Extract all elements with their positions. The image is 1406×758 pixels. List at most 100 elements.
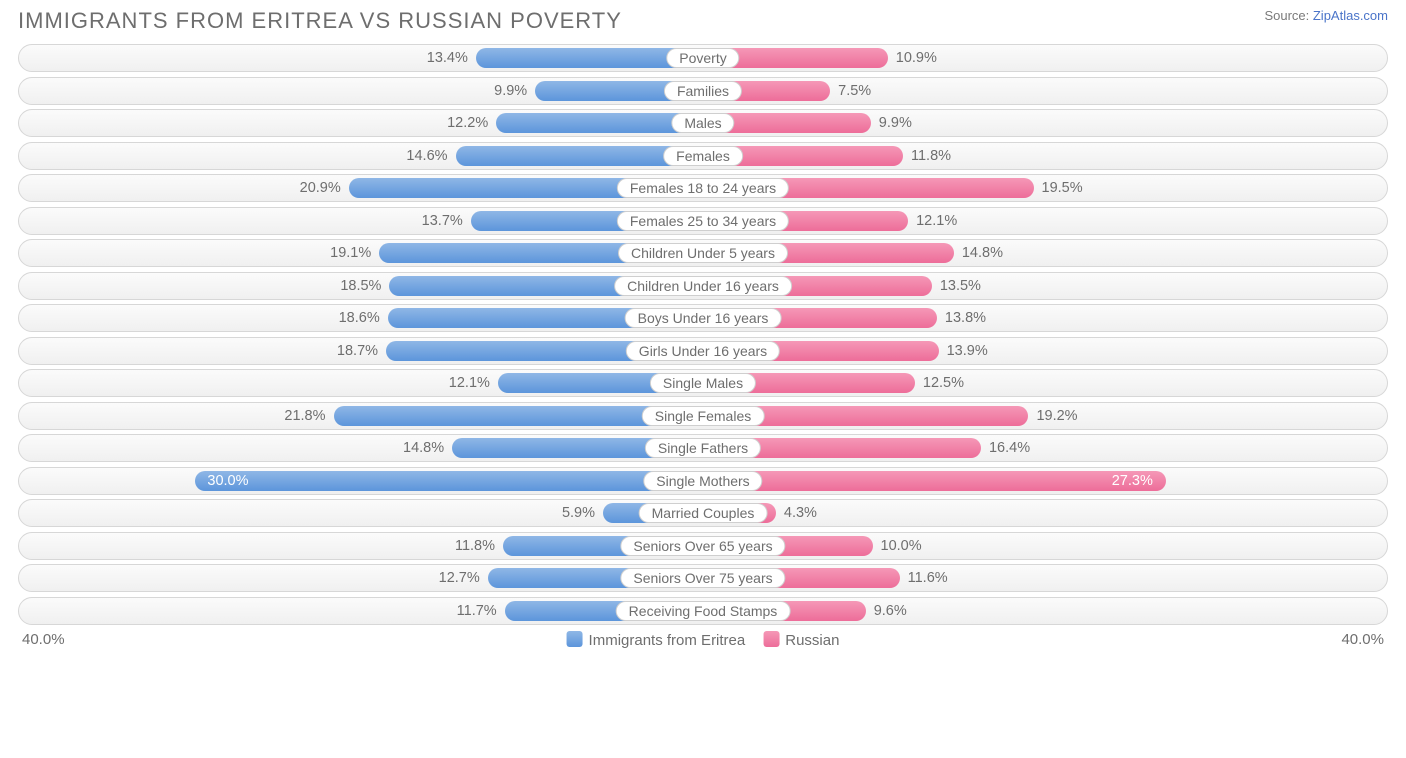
category-label: Children Under 16 years [614, 276, 792, 296]
value-label-left: 9.9% [494, 83, 527, 99]
table-row: 18.6%13.8%Boys Under 16 years [18, 304, 1388, 332]
row-half-right: 16.4% [703, 438, 1381, 458]
source-prefix: Source: [1264, 8, 1312, 23]
category-label: Males [671, 113, 734, 133]
row-half-right: 12.5% [703, 373, 1381, 393]
value-label-right: 12.1% [916, 213, 957, 229]
row-half-right: 13.9% [703, 341, 1381, 361]
header-row: IMMIGRANTS FROM ERITREA VS RUSSIAN POVER… [18, 8, 1388, 34]
bar-left [195, 471, 704, 491]
row-half-right: 11.6% [703, 568, 1381, 588]
table-row: 5.9% 4.3% Married Couples [18, 499, 1388, 527]
category-label: Girls Under 16 years [626, 341, 780, 361]
category-label: Seniors Over 75 years [620, 568, 785, 588]
value-label-right: 12.5% [923, 375, 964, 391]
row-half-left: 11.7% [25, 601, 703, 621]
category-label: Single Fathers [645, 438, 761, 458]
row-half-left: 5.9% [25, 503, 703, 523]
value-label-left: 14.6% [406, 148, 447, 164]
row-half-left: 19.1% [25, 243, 703, 263]
row-half-right: 7.5% [703, 81, 1381, 101]
table-row: 12.7% 11.6% Seniors Over 75 years [18, 564, 1388, 592]
value-label-right: 10.0% [881, 538, 922, 554]
table-row: 14.6%11.8%Females [18, 142, 1388, 170]
value-label-left: 19.1% [330, 245, 371, 261]
row-half-left: 20.9% [25, 178, 703, 198]
legend-swatch-left [567, 631, 583, 647]
value-label-left: 13.4% [427, 50, 468, 66]
value-label-left: 12.1% [449, 375, 490, 391]
row-half-right: 11.8% [703, 146, 1381, 166]
value-label-right: 11.6% [908, 570, 948, 586]
value-label-left: 21.8% [284, 408, 325, 424]
category-label: Receiving Food Stamps [616, 601, 791, 621]
category-label: Females 25 to 34 years [617, 211, 789, 231]
value-label-left: 14.8% [403, 440, 444, 456]
value-label-right: 9.9% [879, 115, 912, 131]
category-label: Boys Under 16 years [625, 308, 782, 328]
value-label-right: 19.5% [1042, 180, 1083, 196]
row-half-right: 13.5% [703, 276, 1381, 296]
value-label-right: 7.5% [838, 83, 871, 99]
row-half-right: 9.9% [703, 113, 1381, 133]
category-label: Single Males [650, 373, 756, 393]
category-label: Single Mothers [643, 471, 762, 491]
row-half-left: 18.6% [25, 308, 703, 328]
row-half-right: 9.6% [703, 601, 1381, 621]
row-half-right: 27.3% [703, 471, 1381, 491]
value-label-right: 11.8% [911, 148, 951, 164]
value-label-right: 13.9% [947, 343, 988, 359]
chart-title: IMMIGRANTS FROM ERITREA VS RUSSIAN POVER… [18, 8, 622, 34]
value-label-right: 14.8% [962, 245, 1003, 261]
table-row: 11.8% 10.0% Seniors Over 65 years [18, 532, 1388, 560]
rows-area: 13.4% 10.9% Poverty 9.9% 7.5% Families 12.2% 9.… [18, 44, 1388, 625]
category-label: Poverty [666, 48, 739, 68]
category-label: Females 18 to 24 years [617, 178, 789, 198]
legend-label-right: Russian [785, 632, 839, 649]
value-label-left: 11.7% [457, 603, 497, 619]
row-half-right: 14.8% [703, 243, 1381, 263]
source-link[interactable]: ZipAtlas.com [1313, 8, 1388, 23]
value-label-right: 16.4% [989, 440, 1030, 456]
row-half-left: 21.8% [25, 406, 703, 426]
row-half-right: 10.0% [703, 536, 1381, 556]
row-half-left: 18.5% [25, 276, 703, 296]
table-row: 12.2% 9.9% Males [18, 109, 1388, 137]
table-row: 18.7% 13.9% Girls Under 16 years [18, 337, 1388, 365]
value-label-right: 13.5% [940, 278, 981, 294]
chart-container: IMMIGRANTS FROM ERITREA VS RUSSIAN POVER… [0, 0, 1406, 758]
row-half-left: 14.8% [25, 438, 703, 458]
table-row: 18.5% 13.5% Children Under 16 years [18, 272, 1388, 300]
legend-label-left: Immigrants from Eritrea [589, 632, 746, 649]
value-label-right: 4.3% [784, 505, 817, 521]
category-label: Seniors Over 65 years [620, 536, 785, 556]
value-label-left: 5.9% [562, 505, 595, 521]
row-half-left: 13.7% [25, 211, 703, 231]
table-row: 12.1% 12.5% Single Males [18, 369, 1388, 397]
category-label: Families [664, 81, 742, 101]
axis-row: 40.0% Immigrants from Eritrea Russian 40… [18, 629, 1388, 653]
category-label: Single Females [642, 406, 765, 426]
row-half-right: 4.3% [703, 503, 1381, 523]
table-row: 11.7% 9.6% Receiving Food Stamps [18, 597, 1388, 625]
row-half-left: 9.9% [25, 81, 703, 101]
value-label-left: 18.7% [337, 343, 378, 359]
table-row: 13.7% 12.1% Females 25 to 34 years [18, 207, 1388, 235]
row-half-left: 13.4% [25, 48, 703, 68]
value-label-left: 13.7% [422, 213, 463, 229]
value-label-right: 9.6% [874, 603, 907, 619]
value-label-right: 19.2% [1036, 408, 1077, 424]
value-label-left: 30.0% [207, 473, 248, 489]
value-label-left: 12.7% [439, 570, 480, 586]
table-row: 30.0% 27.3%Single Mothers [18, 467, 1388, 495]
category-label: Married Couples [639, 503, 768, 523]
source-credit: Source: ZipAtlas.com [1264, 8, 1388, 23]
value-label-right: 10.9% [896, 50, 937, 66]
value-label-left: 18.6% [339, 310, 380, 326]
row-half-right: 12.1% [703, 211, 1381, 231]
table-row: 14.8% 16.4% Single Fathers [18, 434, 1388, 462]
category-label: Children Under 5 years [618, 243, 788, 263]
legend-swatch-right [763, 631, 779, 647]
value-label-left: 11.8% [455, 538, 495, 554]
row-half-left: 12.2% [25, 113, 703, 133]
